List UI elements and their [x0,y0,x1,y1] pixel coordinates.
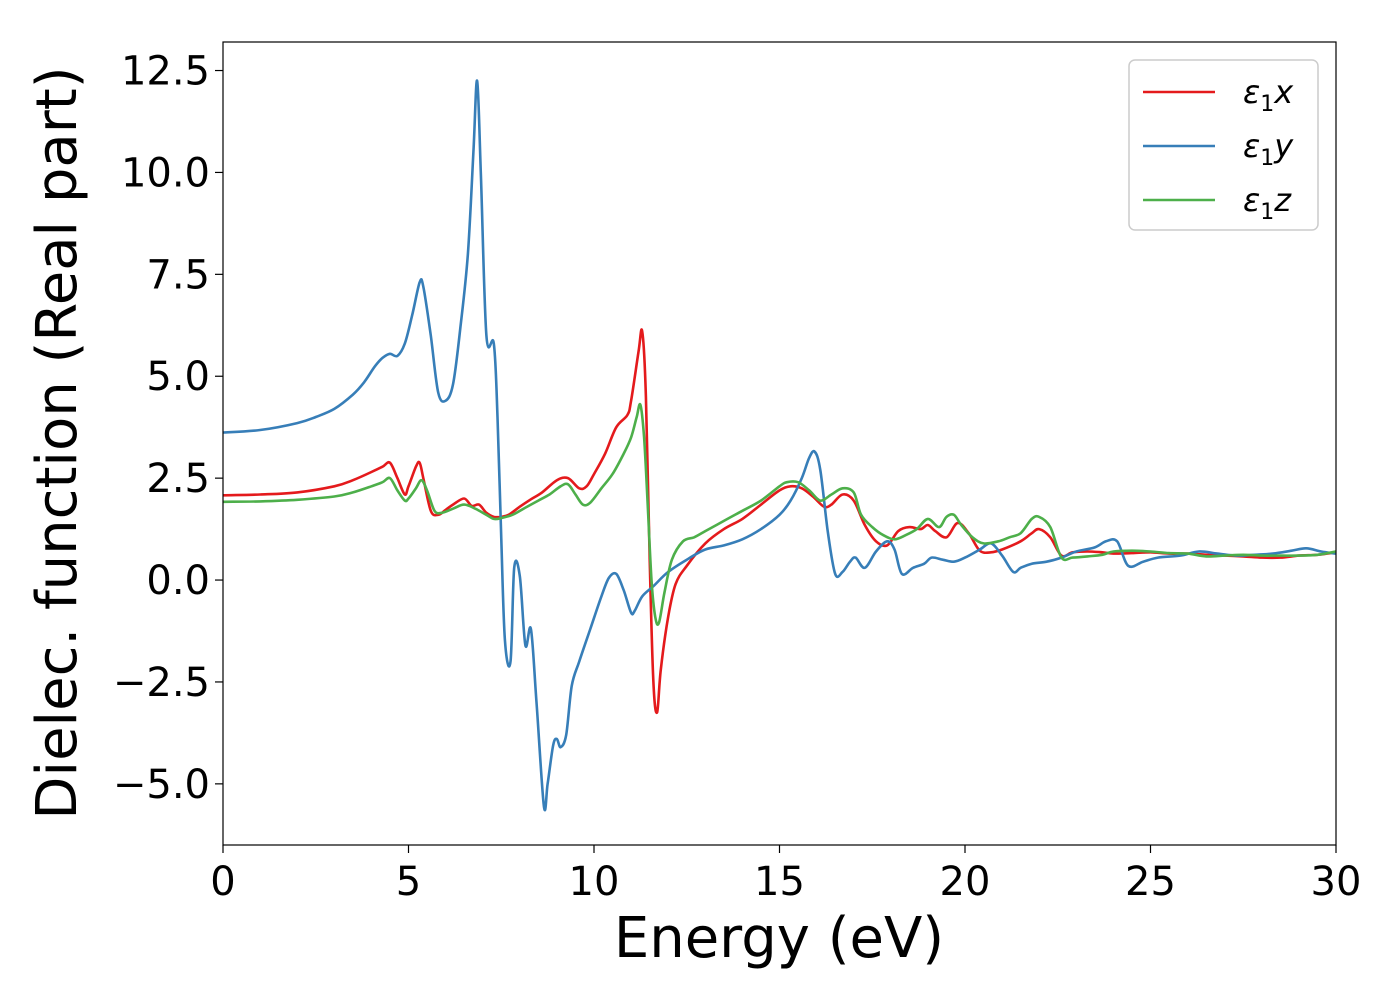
series-layer [223,79,1336,812]
legend-subscript: 1 [1260,92,1274,117]
y-tick-label: 2.5 [146,456,210,502]
legend-symbol: ε [1243,127,1260,165]
legend-axis: y [1273,127,1294,165]
y-tick-label: 5.0 [146,354,210,400]
y-axis-label: Dielec. function (Real part) [25,66,90,819]
legend-axis: z [1273,181,1292,219]
series-line-z [223,402,1336,626]
y-tick-label: 0.0 [146,558,210,604]
legend-subscript: 1 [1260,200,1274,225]
legend-symbol: ε [1243,73,1260,111]
legend-label-y: ε1y [1243,127,1294,171]
x-axis-label: Energy (eV) [614,906,944,971]
legend-subscript: 1 [1260,146,1274,171]
x-tick-label: 10 [569,859,620,905]
x-tick-label: 30 [1311,859,1362,905]
x-tick-label: 5 [396,859,421,905]
legend-box [1128,59,1319,231]
series-line-x [223,328,1336,715]
y-tick-label: −5.0 [113,762,210,808]
legend-label-z: ε1z [1243,181,1292,225]
y-tick-label: 12.5 [121,49,210,95]
x-tick-label: 0 [210,859,235,905]
series-line-y [223,79,1336,812]
x-axis: 0 5 10 15 20 25 30 [210,845,1361,905]
legend-label-x: ε1x [1243,73,1294,117]
legend-symbol: ε [1243,181,1260,219]
x-tick-label: 25 [1125,859,1176,905]
x-tick-label: 15 [754,859,805,905]
y-tick-label: 10.0 [121,150,210,196]
x-tick-label: 20 [940,859,991,905]
legend-axis: x [1273,73,1294,111]
y-axis: −5.0 −2.5 0.0 2.5 5.0 7.5 10.0 12.5 [113,49,223,808]
y-tick-label: 7.5 [146,252,210,298]
y-tick-label: −2.5 [113,660,210,706]
